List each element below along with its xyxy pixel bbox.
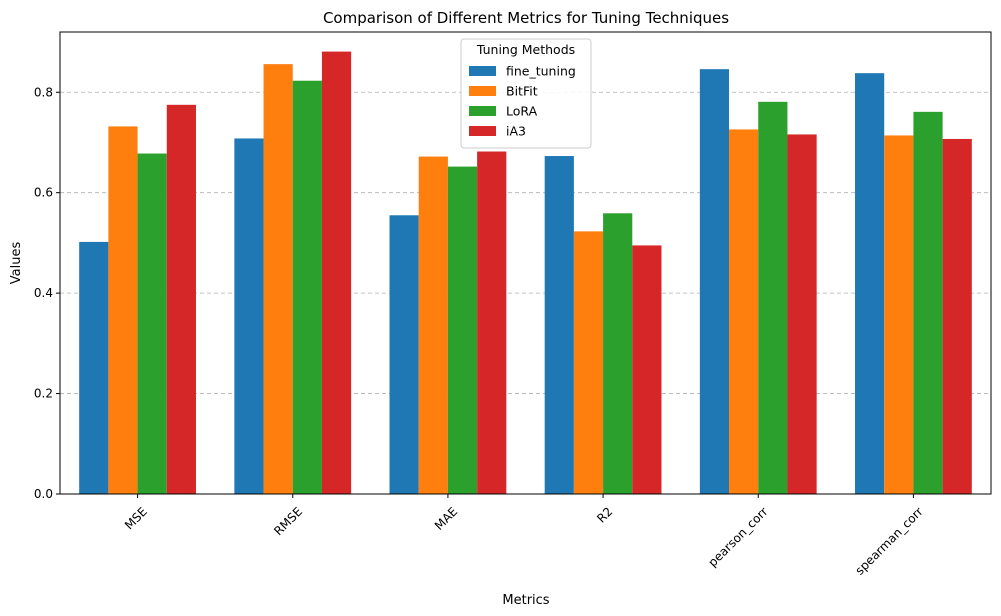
x-tick-label: spearman_corr <box>853 504 926 577</box>
bar-iA3-MSE <box>166 104 196 494</box>
x-tick-label: pearson_corr <box>705 504 770 569</box>
x-tick-label: MSE <box>122 504 150 532</box>
bar-fine_tuning-MAE <box>389 215 419 495</box>
x-axis: MSE RMSE MAE R2 pearson_corr spearman_corr <box>122 494 926 578</box>
bar-iA3-RMSE <box>321 51 352 495</box>
bar-LoRA-MAE <box>447 166 478 494</box>
bar-iA3-R2 <box>632 245 662 494</box>
bar-iA3-pearson_corr <box>787 134 817 494</box>
bar-BitFit-MAE <box>418 156 448 494</box>
legend-swatch-iA3 <box>469 126 496 136</box>
bars <box>79 51 972 495</box>
bar-iA3-spearman_corr <box>942 138 972 494</box>
x-tick-label: RMSE <box>271 504 305 538</box>
y-tick-label: 0.8 <box>34 85 53 99</box>
y-axis: 0.0 0.2 0.4 0.6 0.8 <box>34 85 60 501</box>
y-axis-title: Values <box>9 242 24 285</box>
legend-label-BitFit: BitFit <box>506 84 538 99</box>
bar-BitFit-pearson_corr <box>729 129 759 494</box>
bar-fine_tuning-RMSE <box>234 138 264 494</box>
bar-fine_tuning-spearman_corr <box>855 73 885 495</box>
plot-frame <box>59 31 992 495</box>
y-tick-label: 0.6 <box>34 186 53 200</box>
legend: Tuning Methods fine_tuning BitFit LoRA iA3 <box>460 38 592 149</box>
legend-label-iA3: iA3 <box>506 124 526 139</box>
x-tick-label: MAE <box>432 504 460 532</box>
bar-BitFit-spearman_corr <box>884 135 914 495</box>
bar-LoRA-R2 <box>603 213 633 494</box>
x-axis-title: Metrics <box>502 593 549 608</box>
bar-fine_tuning-R2 <box>544 156 574 494</box>
chart-title: Comparison of Different Metrics for Tuni… <box>323 9 729 27</box>
bar-LoRA-pearson_corr <box>758 101 788 494</box>
legend-title: Tuning Methods <box>476 42 575 57</box>
bar-BitFit-MSE <box>108 126 138 495</box>
legend-label-LoRA: LoRA <box>506 104 538 119</box>
legend-swatch-LoRA <box>469 106 496 116</box>
legend-swatch-BitFit <box>469 86 496 96</box>
y-tick-label: 0.0 <box>34 487 53 501</box>
bar-BitFit-R2 <box>573 231 604 494</box>
bar-LoRA-spearman_corr <box>913 111 943 495</box>
bar-LoRA-MSE <box>137 153 167 494</box>
y-tick-label: 0.4 <box>34 286 53 300</box>
x-tick-label: R2 <box>594 504 615 525</box>
bar-BitFit-RMSE <box>263 64 293 494</box>
bar-iA3-MAE <box>477 151 507 494</box>
legend-swatch-fine_tuning <box>469 66 496 76</box>
y-tick-label: 0.2 <box>34 387 53 401</box>
legend-label-fine_tuning: fine_tuning <box>506 64 576 79</box>
bar-fine_tuning-MSE <box>79 241 109 494</box>
bar-LoRA-RMSE <box>292 80 322 494</box>
bar-fine_tuning-pearson_corr <box>699 69 730 495</box>
